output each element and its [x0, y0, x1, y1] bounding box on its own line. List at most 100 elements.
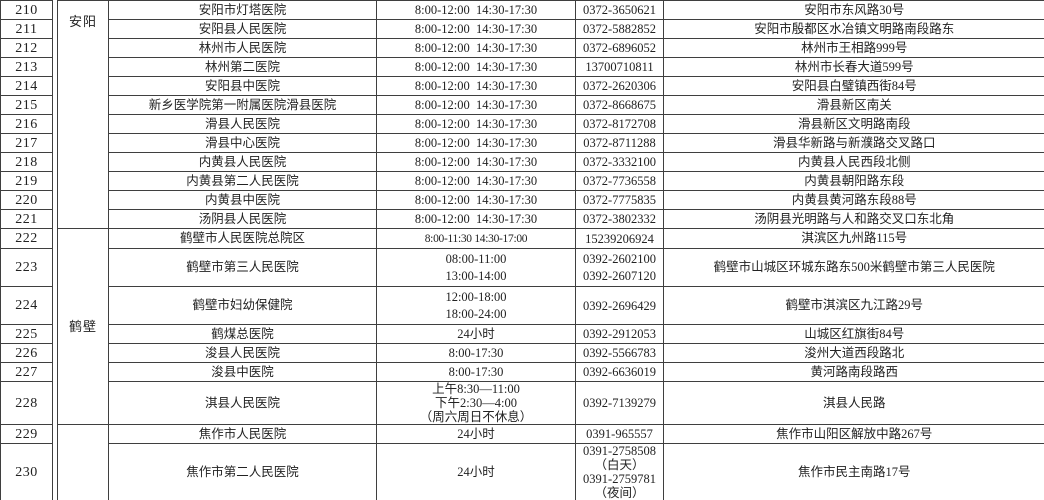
address-cell: 山城区红旗街84号 [663, 324, 1044, 344]
hospital-name-cell: 新乡医学院第一附属医院滑县医院 [108, 95, 377, 115]
hours-cell: 8:00-17:30 [376, 343, 576, 363]
address-cell: 安阳市殷都区水冶镇文明路南段路东 [663, 19, 1044, 39]
row-number: 229 [0, 424, 53, 444]
hours-cell: 12:00-18:00 18:00-24:00 [376, 286, 576, 325]
phone-cell: 0372-2620306 [575, 76, 664, 96]
phone-cell: 0372-8668675 [575, 95, 664, 115]
table-row: 228 淇县人民医院 上午8:30—11:00 下午2:30—4:00 （周六周… [0, 381, 1044, 425]
row-number: 223 [0, 248, 53, 287]
hospital-name-cell: 林州第二医院 [108, 57, 377, 77]
phone-cell: 0391-2758508 （白天） 0391-2759781 （夜间） [575, 443, 664, 500]
row-number: 213 [0, 57, 53, 77]
phone-cell: 0392-2602100 0392-2607120 [575, 248, 664, 287]
hospital-name-cell: 内黄县人民医院 [108, 152, 377, 172]
phone-cell: 0372-3802332 [575, 209, 664, 229]
phone-cell: 15239206924 [575, 228, 664, 249]
hours-cell: 8:00-17:30 [376, 362, 576, 382]
address-cell: 淇县人民路 [663, 381, 1044, 425]
hours-cell: 8:00-12:00 14:30-17:30 [376, 114, 576, 134]
phone-cell: 0372-3650621 [575, 0, 664, 20]
phone-cell: 0372-3332100 [575, 152, 664, 172]
table-row: 224 鹤壁市妇幼保健院 12:00-18:00 18:00-24:00 039… [0, 286, 1044, 325]
table-row: 218 内黄县人民医院 8:00-12:00 14:30-17:30 0372-… [0, 152, 1044, 172]
address-cell: 黄河路南段路西 [663, 362, 1044, 382]
address-cell: 鹤壁市淇滨区九江路29号 [663, 286, 1044, 325]
row-number: 225 [0, 324, 53, 344]
row-number: 218 [0, 152, 53, 172]
hours-cell: 8:00-12:00 14:30-17:30 [376, 171, 576, 191]
row-number: 222 [0, 228, 53, 249]
address-cell: 浚州大道西段路北 [663, 343, 1044, 363]
table-row: 225 鹤煤总医院 24小时 0392-2912053 山城区红旗街84号 [0, 324, 1044, 344]
hospital-name-cell: 林州市人民医院 [108, 38, 377, 58]
phone-cell: 0372-7775835 [575, 190, 664, 210]
phone-cell: 0372-8172708 [575, 114, 664, 134]
hours-cell: 8:00-12:00 14:30-17:30 [376, 0, 576, 20]
address-cell: 林州市长春大道599号 [663, 57, 1044, 77]
hospital-name-cell: 鹤壁市人民医院总院区 [108, 228, 377, 249]
hours-cell: 8:00-12:00 14:30-17:30 [376, 133, 576, 153]
hours-cell: 8:00-12:00 14:30-17:30 [376, 95, 576, 115]
row-number: 227 [0, 362, 53, 382]
phone-cell: 0391-965557 [575, 424, 664, 444]
hospital-name-cell: 鹤壁市第三人民医院 [108, 248, 377, 287]
hospital-name-cell: 安阳县中医院 [108, 76, 377, 96]
phone-cell: 0392-6636019 [575, 362, 664, 382]
hours-cell: 8:00-12:00 14:30-17:30 [376, 19, 576, 39]
hospital-name-cell: 内黄县中医院 [108, 190, 377, 210]
table-row: 227 浚县中医院 8:00-17:30 0392-6636019 黄河路南段路… [0, 362, 1044, 382]
hospital-name-cell: 浚县人民医院 [108, 343, 377, 363]
address-cell: 安阳县白璧镇西街84号 [663, 76, 1044, 96]
hospital-name-cell: 汤阴县人民医院 [108, 209, 377, 229]
row-number: 215 [0, 95, 53, 115]
hours-cell: 24小时 [376, 324, 576, 344]
row-number: 230 [0, 443, 53, 500]
row-number: 220 [0, 190, 53, 210]
hospital-name-cell: 淇县人民医院 [108, 381, 377, 425]
phone-cell: 0372-6896052 [575, 38, 664, 58]
table-row: 215 新乡医学院第一附属医院滑县医院 8:00-12:00 14:30-17:… [0, 95, 1044, 115]
address-cell: 滑县新区文明路南段 [663, 114, 1044, 134]
hours-cell: 8:00-12:00 14:30-17:30 [376, 76, 576, 96]
row-number: 217 [0, 133, 53, 153]
hospital-name-cell: 内黄县第二人民医院 [108, 171, 377, 191]
table-row: 220 内黄县中医院 8:00-12:00 14:30-17:30 0372-7… [0, 190, 1044, 210]
row-number: 219 [0, 171, 53, 191]
phone-cell: 0392-2696429 [575, 286, 664, 325]
city-cell-hebi: 鹤壁 [57, 228, 109, 425]
hospital-name-cell: 鹤煤总医院 [108, 324, 377, 344]
city-cell-anyang: 安阳 [57, 0, 109, 229]
table-row: 226 浚县人民医院 8:00-17:30 0392-5566783 浚州大道西… [0, 343, 1044, 363]
table-row: 223 鹤壁市第三人民医院 08:00-11:00 13:00-14:00 03… [0, 248, 1044, 287]
hours-cell: 8:00-12:00 14:30-17:30 [376, 152, 576, 172]
row-number: 214 [0, 76, 53, 96]
phone-cell: 0372-7736558 [575, 171, 664, 191]
hospital-name-cell: 安阳县人民医院 [108, 19, 377, 39]
address-cell: 淇滨区九州路115号 [663, 228, 1044, 249]
row-number: 211 [0, 19, 53, 39]
address-cell: 内黄县朝阳路东段 [663, 171, 1044, 191]
hours-cell: 8:00-12:00 14:30-17:30 [376, 38, 576, 58]
address-cell: 安阳市东风路30号 [663, 0, 1044, 20]
phone-cell: 13700710811 [575, 57, 664, 77]
hospital-name-cell: 滑县人民医院 [108, 114, 377, 134]
row-number: 226 [0, 343, 53, 363]
hours-cell: 24小时 [376, 443, 576, 500]
phone-cell: 0372-5882852 [575, 19, 664, 39]
phone-cell: 0372-8711288 [575, 133, 664, 153]
hours-cell: 08:00-11:00 13:00-14:00 [376, 248, 576, 287]
table-row: 219 内黄县第二人民医院 8:00-12:00 14:30-17:30 037… [0, 171, 1044, 191]
address-cell: 焦作市民主南路17号 [663, 443, 1044, 500]
hours-cell: 8:00-12:00 14:30-17:30 [376, 190, 576, 210]
phone-cell: 0392-7139279 [575, 381, 664, 425]
table-row: 210 安阳 安阳市灯塔医院 8:00-12:00 14:30-17:30 03… [0, 0, 1044, 229]
table-row: 222 鹤壁 鹤壁市人民医院总院区 8:00-11:30 14:30-17:00… [0, 228, 1044, 425]
hospital-name-cell: 焦作市第二人民医院 [108, 443, 377, 500]
hours-cell: 8:00-12:00 14:30-17:30 [376, 57, 576, 77]
hours-cell: 8:00-12:00 14:30-17:30 [376, 209, 576, 229]
table-row: 211 安阳县人民医院 8:00-12:00 14:30-17:30 0372-… [0, 19, 1044, 39]
row-number: 221 [0, 209, 53, 229]
hospital-name-cell: 滑县中心医院 [108, 133, 377, 153]
